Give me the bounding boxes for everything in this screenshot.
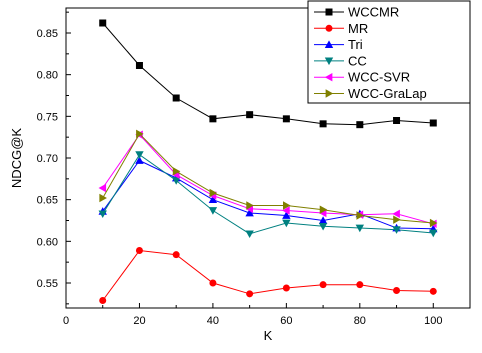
data-point bbox=[135, 151, 144, 159]
data-point bbox=[208, 195, 218, 204]
data-point bbox=[318, 222, 328, 231]
data-point bbox=[209, 115, 217, 123]
data-point bbox=[172, 167, 181, 176]
y-tick-label: 0.60 bbox=[37, 236, 58, 248]
series-tri bbox=[98, 156, 438, 233]
legend-label: Tri bbox=[348, 37, 363, 52]
data-point bbox=[283, 201, 291, 210]
legend-marker bbox=[325, 89, 334, 98]
x-tick-label: 40 bbox=[207, 315, 219, 327]
y-tick-label: 0.80 bbox=[37, 70, 58, 82]
data-point bbox=[98, 210, 107, 219]
data-point bbox=[172, 251, 180, 259]
data-point bbox=[282, 115, 290, 123]
data-point bbox=[135, 62, 143, 69]
legend-item: WCC-SVR bbox=[314, 70, 410, 85]
data-point bbox=[208, 207, 218, 215]
legend-label: WCCMR bbox=[348, 5, 399, 20]
legend-item: CC bbox=[314, 53, 367, 68]
data-point bbox=[99, 193, 107, 203]
y-tick-label: 0.75 bbox=[37, 111, 58, 123]
x-axis: 0 20 40 60 80 100 bbox=[63, 303, 471, 327]
data-point bbox=[282, 206, 290, 215]
data-point bbox=[246, 201, 254, 210]
data-point bbox=[209, 279, 217, 287]
data-point bbox=[319, 120, 327, 128]
y-tick-label: 0.65 bbox=[37, 195, 58, 207]
legend-item: Tri bbox=[314, 37, 363, 52]
x-tick-label: 60 bbox=[280, 315, 292, 327]
x-tick-label: 0 bbox=[63, 315, 69, 327]
legend-item: WCCMR bbox=[314, 5, 399, 20]
data-point bbox=[172, 94, 180, 102]
data-point bbox=[246, 290, 254, 298]
legend-marker bbox=[325, 8, 333, 16]
series-wccmr bbox=[99, 19, 437, 129]
series-wcc-svr bbox=[98, 130, 437, 229]
data-point bbox=[135, 156, 144, 164]
series-line bbox=[102, 22, 434, 126]
y-tick-label: 0.55 bbox=[37, 278, 58, 290]
series-line bbox=[102, 249, 434, 301]
data-point bbox=[429, 287, 437, 295]
data-point bbox=[99, 297, 107, 304]
x-tick-label: 100 bbox=[424, 315, 442, 327]
y-axis: 0.55 0.60 0.65 0.70 0.75 0.80 0.85 bbox=[37, 11, 71, 305]
data-point bbox=[356, 121, 364, 129]
series-cc bbox=[98, 151, 438, 239]
data-point bbox=[392, 209, 400, 219]
data-point bbox=[246, 111, 254, 119]
legend-item: WCC-GraLap bbox=[314, 86, 427, 101]
legend-marker bbox=[324, 73, 333, 82]
data-point bbox=[393, 215, 401, 224]
data-point bbox=[171, 177, 181, 185]
y-tick-label: 0.85 bbox=[37, 28, 58, 40]
legend-marker bbox=[325, 24, 333, 32]
data-point bbox=[392, 226, 401, 234]
series-line bbox=[102, 132, 434, 224]
data-point bbox=[319, 205, 328, 214]
series-group bbox=[98, 19, 438, 304]
legend-marker bbox=[324, 57, 334, 66]
series-wcc-gralap bbox=[99, 129, 438, 228]
series-mr bbox=[99, 247, 437, 304]
data-point bbox=[356, 211, 365, 220]
legend-box bbox=[307, 0, 471, 104]
y-axis-title: NDCG@K bbox=[9, 128, 24, 188]
data-point bbox=[282, 284, 290, 292]
data-point bbox=[429, 229, 438, 238]
data-point bbox=[356, 281, 364, 289]
x-tick-label: 80 bbox=[354, 315, 366, 327]
data-point bbox=[99, 19, 107, 27]
data-point bbox=[136, 129, 144, 139]
data-point bbox=[245, 208, 254, 217]
legend-label: CC bbox=[348, 53, 367, 68]
data-point bbox=[282, 211, 291, 219]
data-point bbox=[319, 281, 327, 289]
data-point bbox=[393, 287, 401, 294]
legend-label: WCC-SVR bbox=[348, 70, 410, 85]
data-point bbox=[429, 218, 438, 228]
y-tick-label: 0.70 bbox=[37, 153, 58, 165]
x-tick-label: 20 bbox=[133, 315, 145, 327]
data-point bbox=[282, 219, 291, 228]
data-point bbox=[429, 119, 437, 127]
series-line bbox=[102, 133, 434, 225]
data-point bbox=[135, 247, 143, 254]
legend-label: WCC-GraLap bbox=[348, 86, 427, 101]
data-point bbox=[318, 216, 328, 224]
legend-marker bbox=[324, 40, 334, 48]
x-axis-title: K bbox=[264, 328, 273, 343]
legend-item: MR bbox=[314, 21, 368, 36]
data-point bbox=[245, 230, 254, 239]
data-point bbox=[209, 188, 218, 198]
data-point bbox=[98, 183, 107, 193]
data-point bbox=[393, 117, 401, 124]
data-point bbox=[355, 224, 365, 233]
series-line bbox=[102, 153, 434, 235]
series-line bbox=[102, 159, 434, 230]
legend-label: MR bbox=[348, 21, 368, 36]
